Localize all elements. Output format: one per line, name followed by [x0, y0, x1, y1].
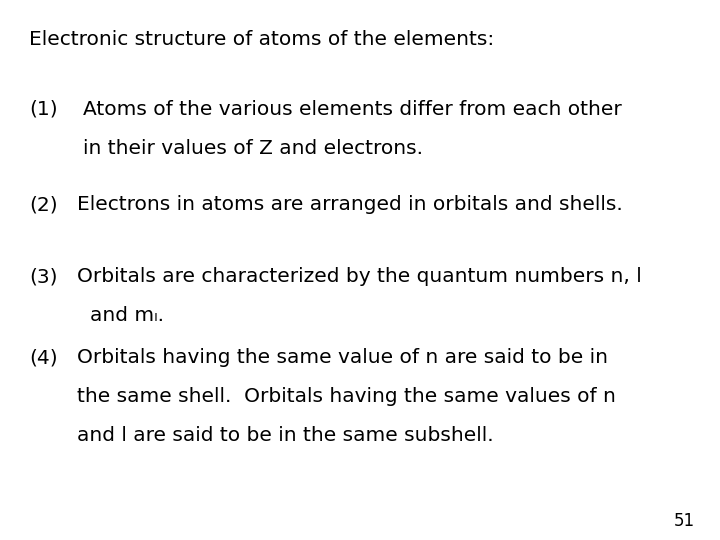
Text: Electrons in atoms are arranged in orbitals and shells.: Electrons in atoms are arranged in orbit…	[77, 195, 623, 214]
Text: Orbitals having the same value of n are said to be in: Orbitals having the same value of n are …	[77, 348, 608, 367]
Text: and l are said to be in the same subshell.: and l are said to be in the same subshel…	[77, 426, 494, 445]
Text: (2): (2)	[29, 195, 58, 214]
Text: Atoms of the various elements differ from each other: Atoms of the various elements differ fro…	[83, 100, 621, 119]
Text: Orbitals are characterized by the quantum numbers n, l: Orbitals are characterized by the quantu…	[77, 267, 642, 286]
Text: Electronic structure of atoms of the elements:: Electronic structure of atoms of the ele…	[29, 30, 494, 49]
Text: 51: 51	[674, 512, 695, 530]
Text: (3): (3)	[29, 267, 58, 286]
Text: the same shell.  Orbitals having the same values of n: the same shell. Orbitals having the same…	[77, 387, 616, 406]
Text: in their values of Z and electrons.: in their values of Z and electrons.	[83, 139, 423, 158]
Text: (1): (1)	[29, 100, 58, 119]
Text: (4): (4)	[29, 348, 58, 367]
Text: and mₗ.: and mₗ.	[90, 306, 164, 325]
